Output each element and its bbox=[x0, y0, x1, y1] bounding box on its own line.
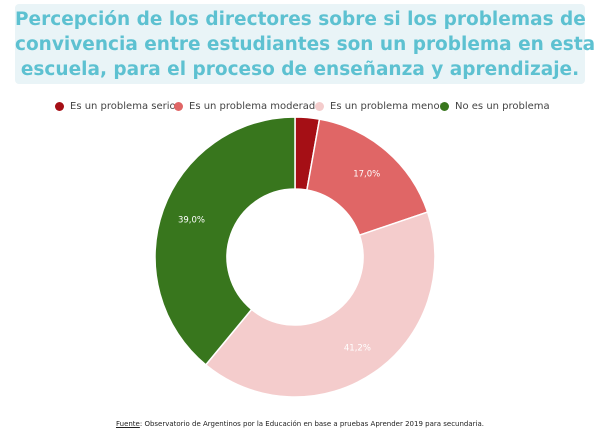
source-label: Fuente bbox=[115, 420, 140, 428]
data-label-no-problema: 39,0% bbox=[178, 216, 205, 226]
chart-legend: Es un problema serio Es un problema mode… bbox=[0, 101, 600, 119]
legend-swatch-menor bbox=[315, 102, 324, 111]
donut-slice-menor bbox=[204, 211, 436, 398]
data-label-moderado: 17,0% bbox=[353, 170, 380, 180]
title-background bbox=[15, 4, 585, 84]
legend-swatch-moderado bbox=[174, 102, 183, 111]
data-label-menor: 41,2% bbox=[344, 344, 371, 354]
legend-label-no-problema: No es un problema bbox=[455, 101, 550, 112]
source-note: Fuente: Observatorio de Argentinos por l… bbox=[0, 420, 600, 428]
chart-title-line-1: Percepción de los directores sobre si lo… bbox=[15, 9, 586, 30]
legend-item-serio: Es un problema serio bbox=[55, 101, 176, 112]
donut-slice-moderado bbox=[306, 118, 429, 237]
legend-label-moderado: Es un problema moderado bbox=[189, 101, 322, 112]
legend-item-menor: Es un problema menor bbox=[315, 101, 444, 112]
source-text: : Observatorio de Argentinos por la Educ… bbox=[139, 420, 484, 428]
donut-slice-no-problema bbox=[154, 116, 296, 366]
legend-label-serio: Es un problema serio bbox=[70, 101, 176, 112]
legend-item-moderado: Es un problema moderado bbox=[174, 101, 321, 112]
chart-title-line-3: escuela, para el proceso de enseñanza y … bbox=[20, 59, 580, 80]
legend-swatch-no-problema bbox=[440, 102, 449, 111]
chart-title-line-2: convivencia entre estudiantes son un pro… bbox=[15, 34, 596, 55]
legend-swatch-serio bbox=[55, 102, 64, 111]
legend-item-no-problema: No es un problema bbox=[440, 101, 550, 112]
legend-label-menor: Es un problema menor bbox=[330, 101, 444, 112]
